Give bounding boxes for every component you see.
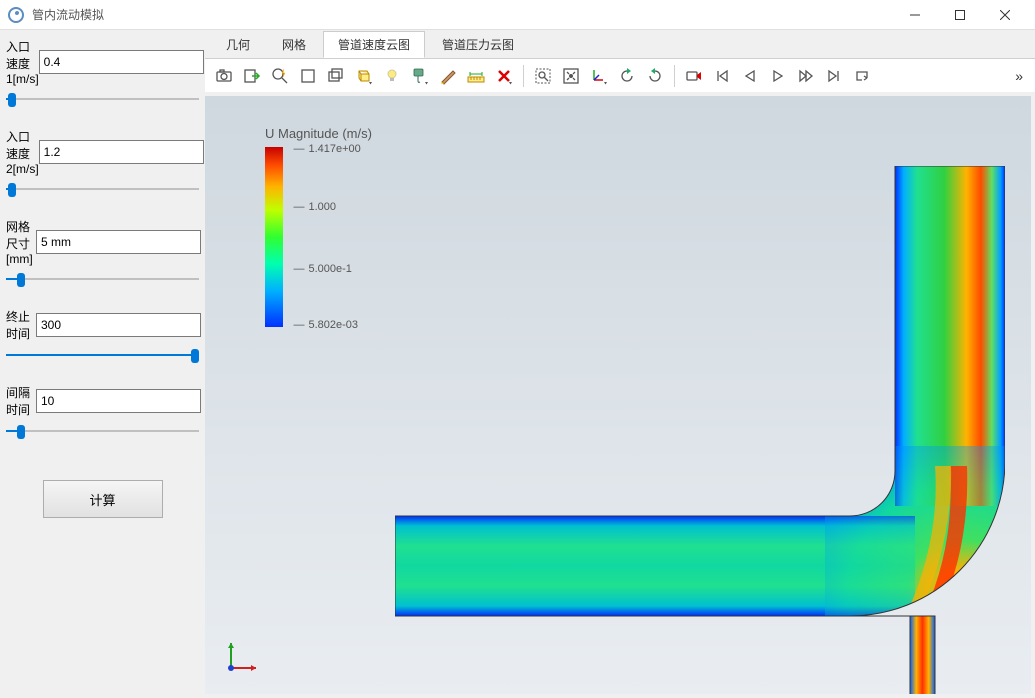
param-slider-3[interactable] bbox=[6, 346, 199, 364]
delete-icon[interactable] bbox=[491, 63, 517, 89]
param-slider-1[interactable] bbox=[6, 180, 199, 198]
rotate-ccw-icon[interactable] bbox=[614, 63, 640, 89]
param-slider-4[interactable] bbox=[6, 422, 199, 440]
select-rect-icon[interactable] bbox=[295, 63, 321, 89]
param-label-0: 入口速度1[m/s] bbox=[4, 38, 39, 86]
param-slider-2[interactable] bbox=[6, 270, 199, 288]
legend-tick-mid1: 1.000 bbox=[293, 201, 336, 213]
toolbar-separator bbox=[523, 65, 524, 87]
first-frame-icon[interactable] bbox=[709, 63, 735, 89]
play-all-icon[interactable] bbox=[793, 63, 819, 89]
minimize-button[interactable] bbox=[892, 1, 937, 29]
titlebar: 管内流动模拟 bbox=[0, 0, 1035, 30]
param-input-1[interactable] bbox=[39, 140, 204, 164]
tab-2[interactable]: 管道速度云图 bbox=[323, 31, 425, 58]
content-area: 几何网格管道速度云图管道压力云图 » U Magnitude (m/s) 1.4… bbox=[205, 30, 1035, 698]
toolbar-separator bbox=[674, 65, 675, 87]
toolbar-overflow-icon[interactable]: » bbox=[1015, 68, 1029, 84]
ruler-icon[interactable] bbox=[463, 63, 489, 89]
tab-0[interactable]: 几何 bbox=[211, 31, 265, 58]
fit-all-icon[interactable] bbox=[558, 63, 584, 89]
zoom-box-icon[interactable] bbox=[530, 63, 556, 89]
param-input-3[interactable] bbox=[36, 313, 201, 337]
velocity-contour-plot bbox=[395, 166, 1005, 694]
viewport[interactable]: U Magnitude (m/s) 1.417e+00 1.000 5.000e… bbox=[205, 96, 1031, 694]
legend-colorbar bbox=[265, 147, 283, 327]
param-label-1: 入口速度2[m/s] bbox=[4, 128, 39, 176]
param-label-2: 网格尺寸[mm] bbox=[4, 218, 36, 266]
app-icon bbox=[8, 7, 24, 23]
window-title: 管内流动模拟 bbox=[32, 6, 892, 23]
lightbulb-icon[interactable] bbox=[379, 63, 405, 89]
export-icon[interactable] bbox=[239, 63, 265, 89]
legend-tick-min: 5.802e-03 bbox=[293, 319, 358, 331]
sidebar: 入口速度1[m/s] 入口速度2[m/s] 网格尺寸[mm] bbox=[0, 30, 205, 698]
main-area: 入口速度1[m/s] 入口速度2[m/s] 网格尺寸[mm] bbox=[0, 30, 1035, 698]
tab-bar: 几何网格管道速度云图管道压力云图 bbox=[205, 30, 1035, 58]
select-layers-icon[interactable] bbox=[323, 63, 349, 89]
close-button[interactable] bbox=[982, 1, 1027, 29]
legend-title: U Magnitude (m/s) bbox=[265, 126, 372, 141]
play-icon[interactable] bbox=[765, 63, 791, 89]
record-icon[interactable] bbox=[681, 63, 707, 89]
tab-1[interactable]: 网格 bbox=[267, 31, 321, 58]
param-slider-0[interactable] bbox=[6, 90, 199, 108]
box-dropdown-icon[interactable] bbox=[351, 63, 377, 89]
param-input-0[interactable] bbox=[39, 50, 204, 74]
brush-icon[interactable] bbox=[435, 63, 461, 89]
param-label-4: 间隔时间 bbox=[4, 384, 36, 418]
color-legend: U Magnitude (m/s) 1.417e+00 1.000 5.000e… bbox=[265, 126, 372, 327]
loop-icon[interactable] bbox=[849, 63, 875, 89]
param-input-2[interactable] bbox=[36, 230, 201, 254]
legend-tick-mid2: 5.000e-1 bbox=[293, 263, 351, 275]
maximize-button[interactable] bbox=[937, 1, 982, 29]
camera-icon[interactable] bbox=[211, 63, 237, 89]
legend-tick-max: 1.417e+00 bbox=[293, 143, 360, 155]
zoom-flash-icon[interactable] bbox=[267, 63, 293, 89]
paint-dropdown-icon[interactable] bbox=[407, 63, 433, 89]
window-controls bbox=[892, 1, 1027, 29]
axis-triad-icon bbox=[221, 638, 261, 678]
tab-3[interactable]: 管道压力云图 bbox=[427, 31, 529, 58]
last-frame-icon[interactable] bbox=[821, 63, 847, 89]
prev-frame-icon[interactable] bbox=[737, 63, 763, 89]
toolbar: » bbox=[205, 58, 1035, 92]
rotate-cw-icon[interactable] bbox=[642, 63, 668, 89]
compute-button[interactable]: 计算 bbox=[43, 480, 163, 518]
param-label-3: 终止时间 bbox=[4, 308, 36, 342]
param-input-4[interactable] bbox=[36, 389, 201, 413]
axes-dropdown-icon[interactable] bbox=[586, 63, 612, 89]
